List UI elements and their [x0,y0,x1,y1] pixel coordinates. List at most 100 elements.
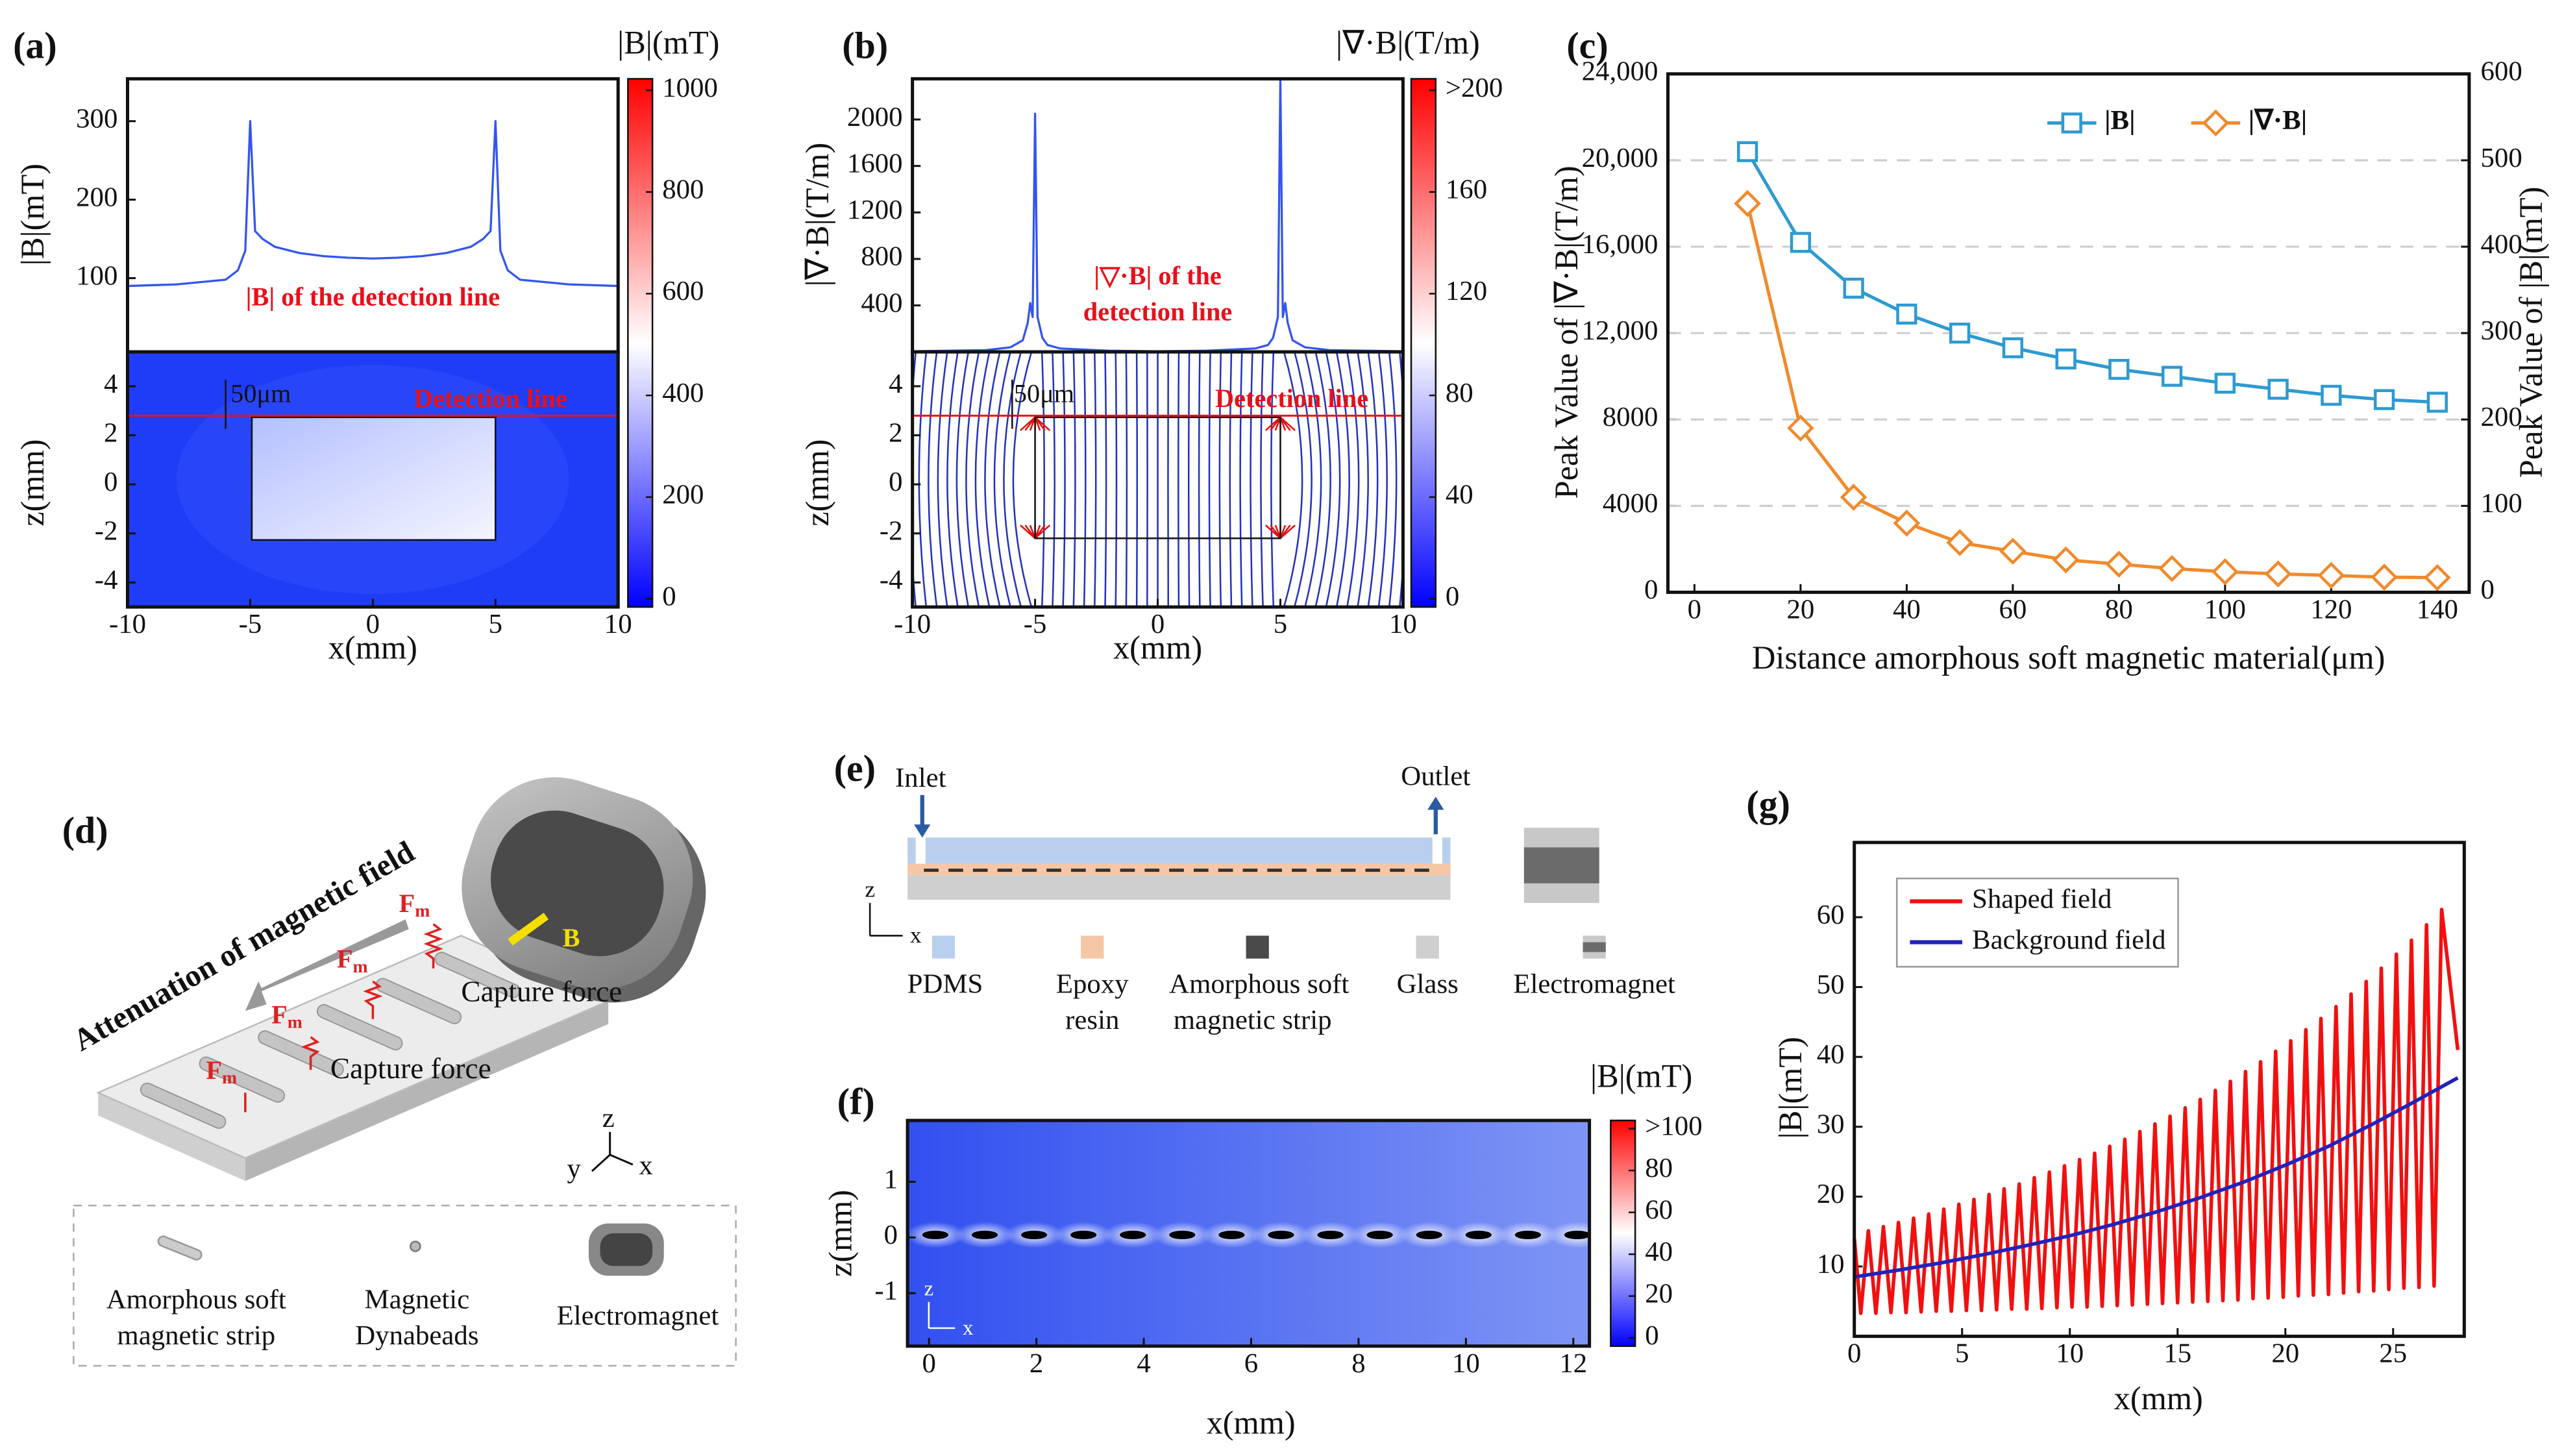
y-tick-label: 200 [76,182,117,212]
glass [907,875,1451,900]
field-line [1012,352,1033,608]
force-sub: m [222,1067,237,1087]
field-line-hot [1034,416,1051,431]
series-line [127,120,619,288]
marker [2267,378,2289,400]
field-line [993,352,1011,608]
marker [1843,277,1864,299]
marker [2371,563,2398,591]
strip [1514,1230,1542,1239]
marker [2321,384,2342,406]
annotation: detection line [1083,297,1232,326]
legend-swatch [1081,935,1104,959]
plot-border [1666,72,2471,594]
field-line-hot [1279,416,1296,431]
field-line [1346,352,1360,608]
legend-swatch [1246,935,1269,959]
axis-title: Peak Value of |∇·B|(T/m) [1548,166,1584,499]
x-tick-label: 6 [1244,1348,1258,1379]
y-tick-label: 0 [884,1220,898,1250]
electromagnet-icon [600,1233,653,1266]
x-tick-label: 0 [366,609,380,639]
field-line [1357,352,1369,608]
detection-label: Detection line [414,384,567,413]
colorbar-tick-label: 40 [1645,1237,1673,1267]
legend-marker [2061,112,2082,134]
field-line [1325,352,1341,608]
colorbar-tick-label: >100 [1645,1111,1702,1142]
axis-label: y [567,1154,582,1184]
y2-tick-label: 0 [2481,574,2495,605]
panel-label: (g) [1746,783,1790,825]
marker [2161,365,2183,387]
field-line [1062,352,1066,608]
field-line [1094,352,1097,608]
annotation: |▽·B| of the [1094,261,1222,290]
panel-label: (c) [1566,24,1608,66]
legend-swatch [1583,942,1606,952]
inset-label: z [924,1277,934,1301]
legend-marker [2202,109,2230,137]
marker [2373,389,2395,410]
panel-label: (f) [837,1081,875,1123]
x-tick-label: 10 [604,609,632,639]
field-line [1314,352,1331,608]
x-tick-label: 10 [2056,1339,2084,1369]
marker [1787,414,1814,442]
x-tick-label: 0 [922,1348,936,1379]
x-tick-label: 0 [1151,609,1165,639]
y-tick-label: -2 [95,516,118,547]
field-line [1083,352,1087,608]
x-tick-label: 0 [1688,594,1701,624]
legend-text: Dynabeads [355,1320,478,1351]
field-line [984,352,1001,608]
inlet-label: Inlet [895,763,946,793]
y-tick-label: 2000 [847,102,903,132]
axis-title: x(mm) [328,630,417,666]
y-tick-label: 8000 [1603,402,1658,432]
y-tick-label: 20 [1817,1179,1845,1209]
field-line [1072,352,1076,608]
colorbar-tick-label: 1000 [662,73,718,103]
x-tick-label: 20 [1786,594,1814,624]
y-tick-label: -2 [880,516,903,547]
capture-label: Capture force [330,1052,491,1085]
annotation: |B| of the detection line [246,282,500,312]
plot-frame [912,79,1403,352]
strip [1169,1230,1196,1239]
force-base: F [206,1055,222,1085]
field-line [1177,352,1180,608]
x-tick-label: -5 [239,609,262,639]
force-sub: m [353,956,368,976]
y-tick-label: 1600 [847,148,903,179]
strip-icon [157,1235,203,1261]
inset-label: x [963,1316,973,1340]
marker [2002,337,2023,358]
x-tick-label: 12 [1559,1348,1587,1379]
colorbar-tick-label: 20 [1645,1278,1673,1309]
force-base: F [399,889,415,918]
field-line [1304,352,1322,608]
field-line [1125,352,1128,608]
force-label: Fm [337,944,368,976]
colorbar-tick-label: 800 [662,175,704,205]
field-line [1041,352,1046,608]
field-line [1239,352,1243,608]
y2-tick-label: 200 [2481,402,2522,432]
colorbar-title: |B|(mT) [1590,1058,1692,1094]
inlet-arrow [914,824,931,838]
capture-label: Capture force [461,976,622,1008]
panel-label: (a) [13,24,57,66]
y2-tick-label: 300 [2481,315,2522,346]
panel-label: (b) [842,24,888,66]
legend-box [73,1204,737,1367]
y-tick-label: 4 [104,369,117,399]
legend-text: Shaped field [1972,883,2112,914]
y-tick-label: 40 [1817,1039,1845,1070]
marker [1840,484,1868,511]
attenuation-arrow [245,919,409,1011]
force-label: Fm [271,1000,302,1032]
colorbar-tick-label: 160 [1446,175,1487,205]
x-tick-label: 2 [1029,1348,1043,1379]
